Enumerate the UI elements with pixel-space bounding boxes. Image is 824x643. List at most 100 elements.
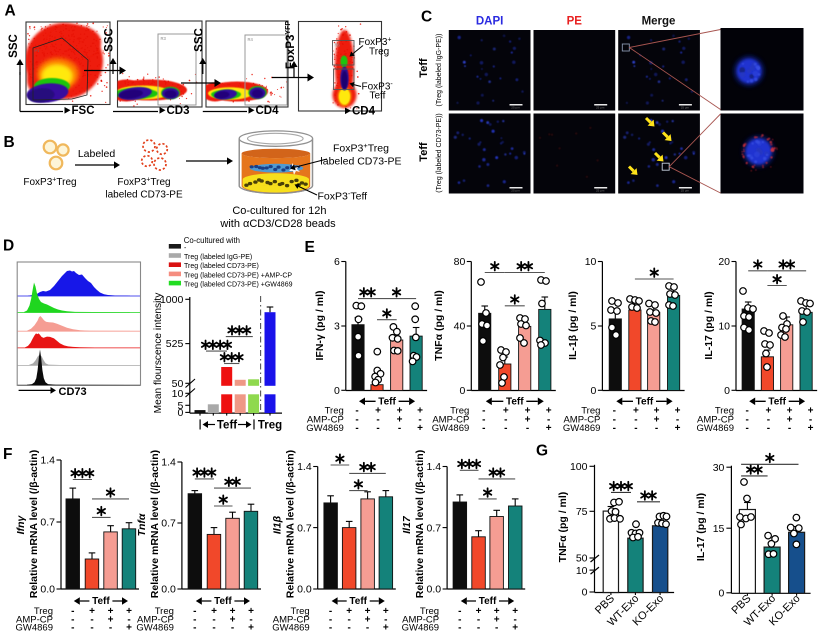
- svg-text:D: D: [3, 238, 14, 255]
- svg-text:CD4: CD4: [256, 105, 280, 117]
- svg-text:(Treg (labeled CD73-PE)): (Treg (labeled CD73-PE)): [436, 113, 443, 193]
- svg-text:525: 525: [166, 338, 184, 350]
- svg-text:10: 10: [172, 388, 184, 400]
- svg-text:+: +: [230, 614, 236, 625]
- svg-text:FoxP3+Treg: FoxP3+Treg: [117, 177, 170, 189]
- svg-text:with αCD3/CD28 beads: with αCD3/CD28 beads: [219, 218, 336, 230]
- svg-text:-: -: [71, 614, 74, 625]
- svg-text:Treg: Treg: [715, 406, 734, 417]
- svg-text:FoxP3-Teff: FoxP3-Teff: [318, 189, 368, 203]
- svg-text:-: -: [547, 415, 550, 426]
- svg-text:Teff: Teff: [378, 397, 396, 408]
- svg-text:+: +: [512, 623, 518, 634]
- svg-text:-: -: [504, 415, 507, 426]
- svg-text:PE: PE: [567, 16, 583, 28]
- svg-text:10: 10: [576, 565, 588, 577]
- svg-text:Il1β: Il1β: [272, 515, 284, 534]
- svg-text:+: +: [230, 606, 236, 617]
- svg-text:Treg: Treg: [291, 606, 310, 617]
- svg-text:-: -: [482, 415, 485, 426]
- svg-text:-: -: [231, 623, 234, 634]
- svg-text:F: F: [3, 446, 12, 463]
- svg-text:-: -: [71, 623, 74, 634]
- svg-text:Teff: Teff: [214, 596, 232, 607]
- svg-text:Treg (labeled CD73-PE) +AMP-CP: Treg (labeled CD73-PE) +AMP-CP: [184, 272, 292, 279]
- svg-text:+: +: [417, 423, 423, 434]
- svg-text:-: -: [348, 623, 351, 634]
- svg-text:-: -: [384, 614, 387, 625]
- svg-text:20: 20: [718, 256, 730, 268]
- svg-text:-: -: [193, 623, 196, 634]
- svg-text:GW4869: GW4869: [16, 623, 54, 634]
- svg-text:+: +: [546, 423, 552, 434]
- svg-text:-: -: [249, 614, 252, 625]
- svg-text:Teff: Teff: [418, 58, 430, 78]
- svg-text:10: 10: [585, 256, 597, 268]
- svg-text:1.4: 1.4: [426, 461, 441, 473]
- svg-text:1.4: 1.4: [161, 457, 176, 469]
- svg-text:FoxP3+: FoxP3+: [359, 37, 392, 49]
- svg-text:Teff: Teff: [370, 91, 386, 102]
- svg-text:25 µm: 25 µm: [511, 189, 520, 193]
- svg-text:0.0: 0.0: [40, 584, 55, 596]
- svg-text:-: -: [329, 614, 332, 625]
- svg-text:Relative mRNA level (/β-actin): Relative mRNA level (/β-actin): [149, 450, 161, 598]
- svg-text:25 µm: 25 µm: [511, 106, 520, 110]
- svg-text:Labeled: Labeled: [78, 148, 116, 160]
- svg-text:+: +: [476, 606, 482, 617]
- svg-text:+: +: [675, 423, 681, 434]
- svg-text:R3: R3: [161, 36, 167, 41]
- svg-text:-: -: [482, 423, 485, 434]
- svg-text:Relative mRNA level (/β-actin): Relative mRNA level (/β-actin): [28, 450, 40, 598]
- svg-text:-: -: [746, 423, 749, 434]
- svg-text:0.7: 0.7: [161, 518, 176, 530]
- svg-text:40: 40: [454, 321, 466, 333]
- svg-text:-: -: [90, 623, 93, 634]
- svg-text:Relative mRNA level (/β-actin): Relative mRNA level (/β-actin): [414, 450, 426, 598]
- svg-text:+: +: [365, 614, 371, 625]
- svg-text:+: +: [417, 406, 423, 417]
- svg-text:C: C: [421, 9, 432, 26]
- svg-text:+: +: [383, 623, 389, 634]
- svg-text:+: +: [383, 606, 389, 617]
- svg-text:labeled CD73-PE: labeled CD73-PE: [105, 190, 183, 201]
- svg-text:+: +: [546, 406, 552, 417]
- svg-text:CD4: CD4: [352, 106, 376, 118]
- svg-text:+: +: [512, 606, 518, 617]
- svg-text:Treg (labeled CD73-PE): Treg (labeled CD73-PE): [184, 263, 259, 270]
- svg-text:-: -: [355, 423, 358, 434]
- svg-text:Treg: Treg: [325, 406, 344, 417]
- svg-text:R6: R6: [335, 43, 341, 48]
- svg-text:+: +: [397, 406, 403, 417]
- svg-text:0: 0: [459, 385, 465, 397]
- svg-text:IL-17 (pg / ml): IL-17 (pg / ml): [695, 493, 707, 561]
- svg-text:Treg: Treg: [581, 406, 600, 417]
- svg-text:-: -: [809, 415, 812, 426]
- svg-text:-: -: [127, 614, 130, 625]
- svg-text:CD73: CD73: [59, 386, 87, 398]
- svg-text:AMP-CP: AMP-CP: [273, 614, 310, 625]
- svg-text:+: +: [89, 606, 95, 617]
- svg-text:-: -: [348, 614, 351, 625]
- svg-text:-: -: [90, 614, 93, 625]
- svg-text:FoxP3+Treg: FoxP3+Treg: [333, 141, 389, 155]
- svg-text:15: 15: [713, 523, 725, 535]
- svg-text:+: +: [346, 606, 352, 617]
- svg-text:-: -: [458, 623, 461, 634]
- svg-text:0.0: 0.0: [426, 584, 441, 596]
- svg-text:-: -: [193, 614, 196, 625]
- svg-text:-: -: [366, 623, 369, 634]
- svg-text:-: -: [613, 406, 616, 417]
- svg-text:+: +: [397, 415, 403, 426]
- svg-text:E: E: [305, 239, 315, 256]
- svg-text:FSC: FSC: [72, 105, 95, 117]
- svg-text:0: 0: [724, 385, 730, 397]
- svg-text:R4: R4: [248, 37, 254, 42]
- svg-text:0: 0: [591, 385, 597, 397]
- svg-text:-: -: [376, 415, 379, 426]
- svg-text:FoxP3-: FoxP3-: [362, 81, 394, 93]
- svg-text:-: -: [376, 423, 379, 434]
- svg-text:+: +: [787, 415, 793, 426]
- svg-text:+: +: [494, 606, 500, 617]
- svg-text:TNFα (pg / ml): TNFα (pg / ml): [557, 492, 569, 563]
